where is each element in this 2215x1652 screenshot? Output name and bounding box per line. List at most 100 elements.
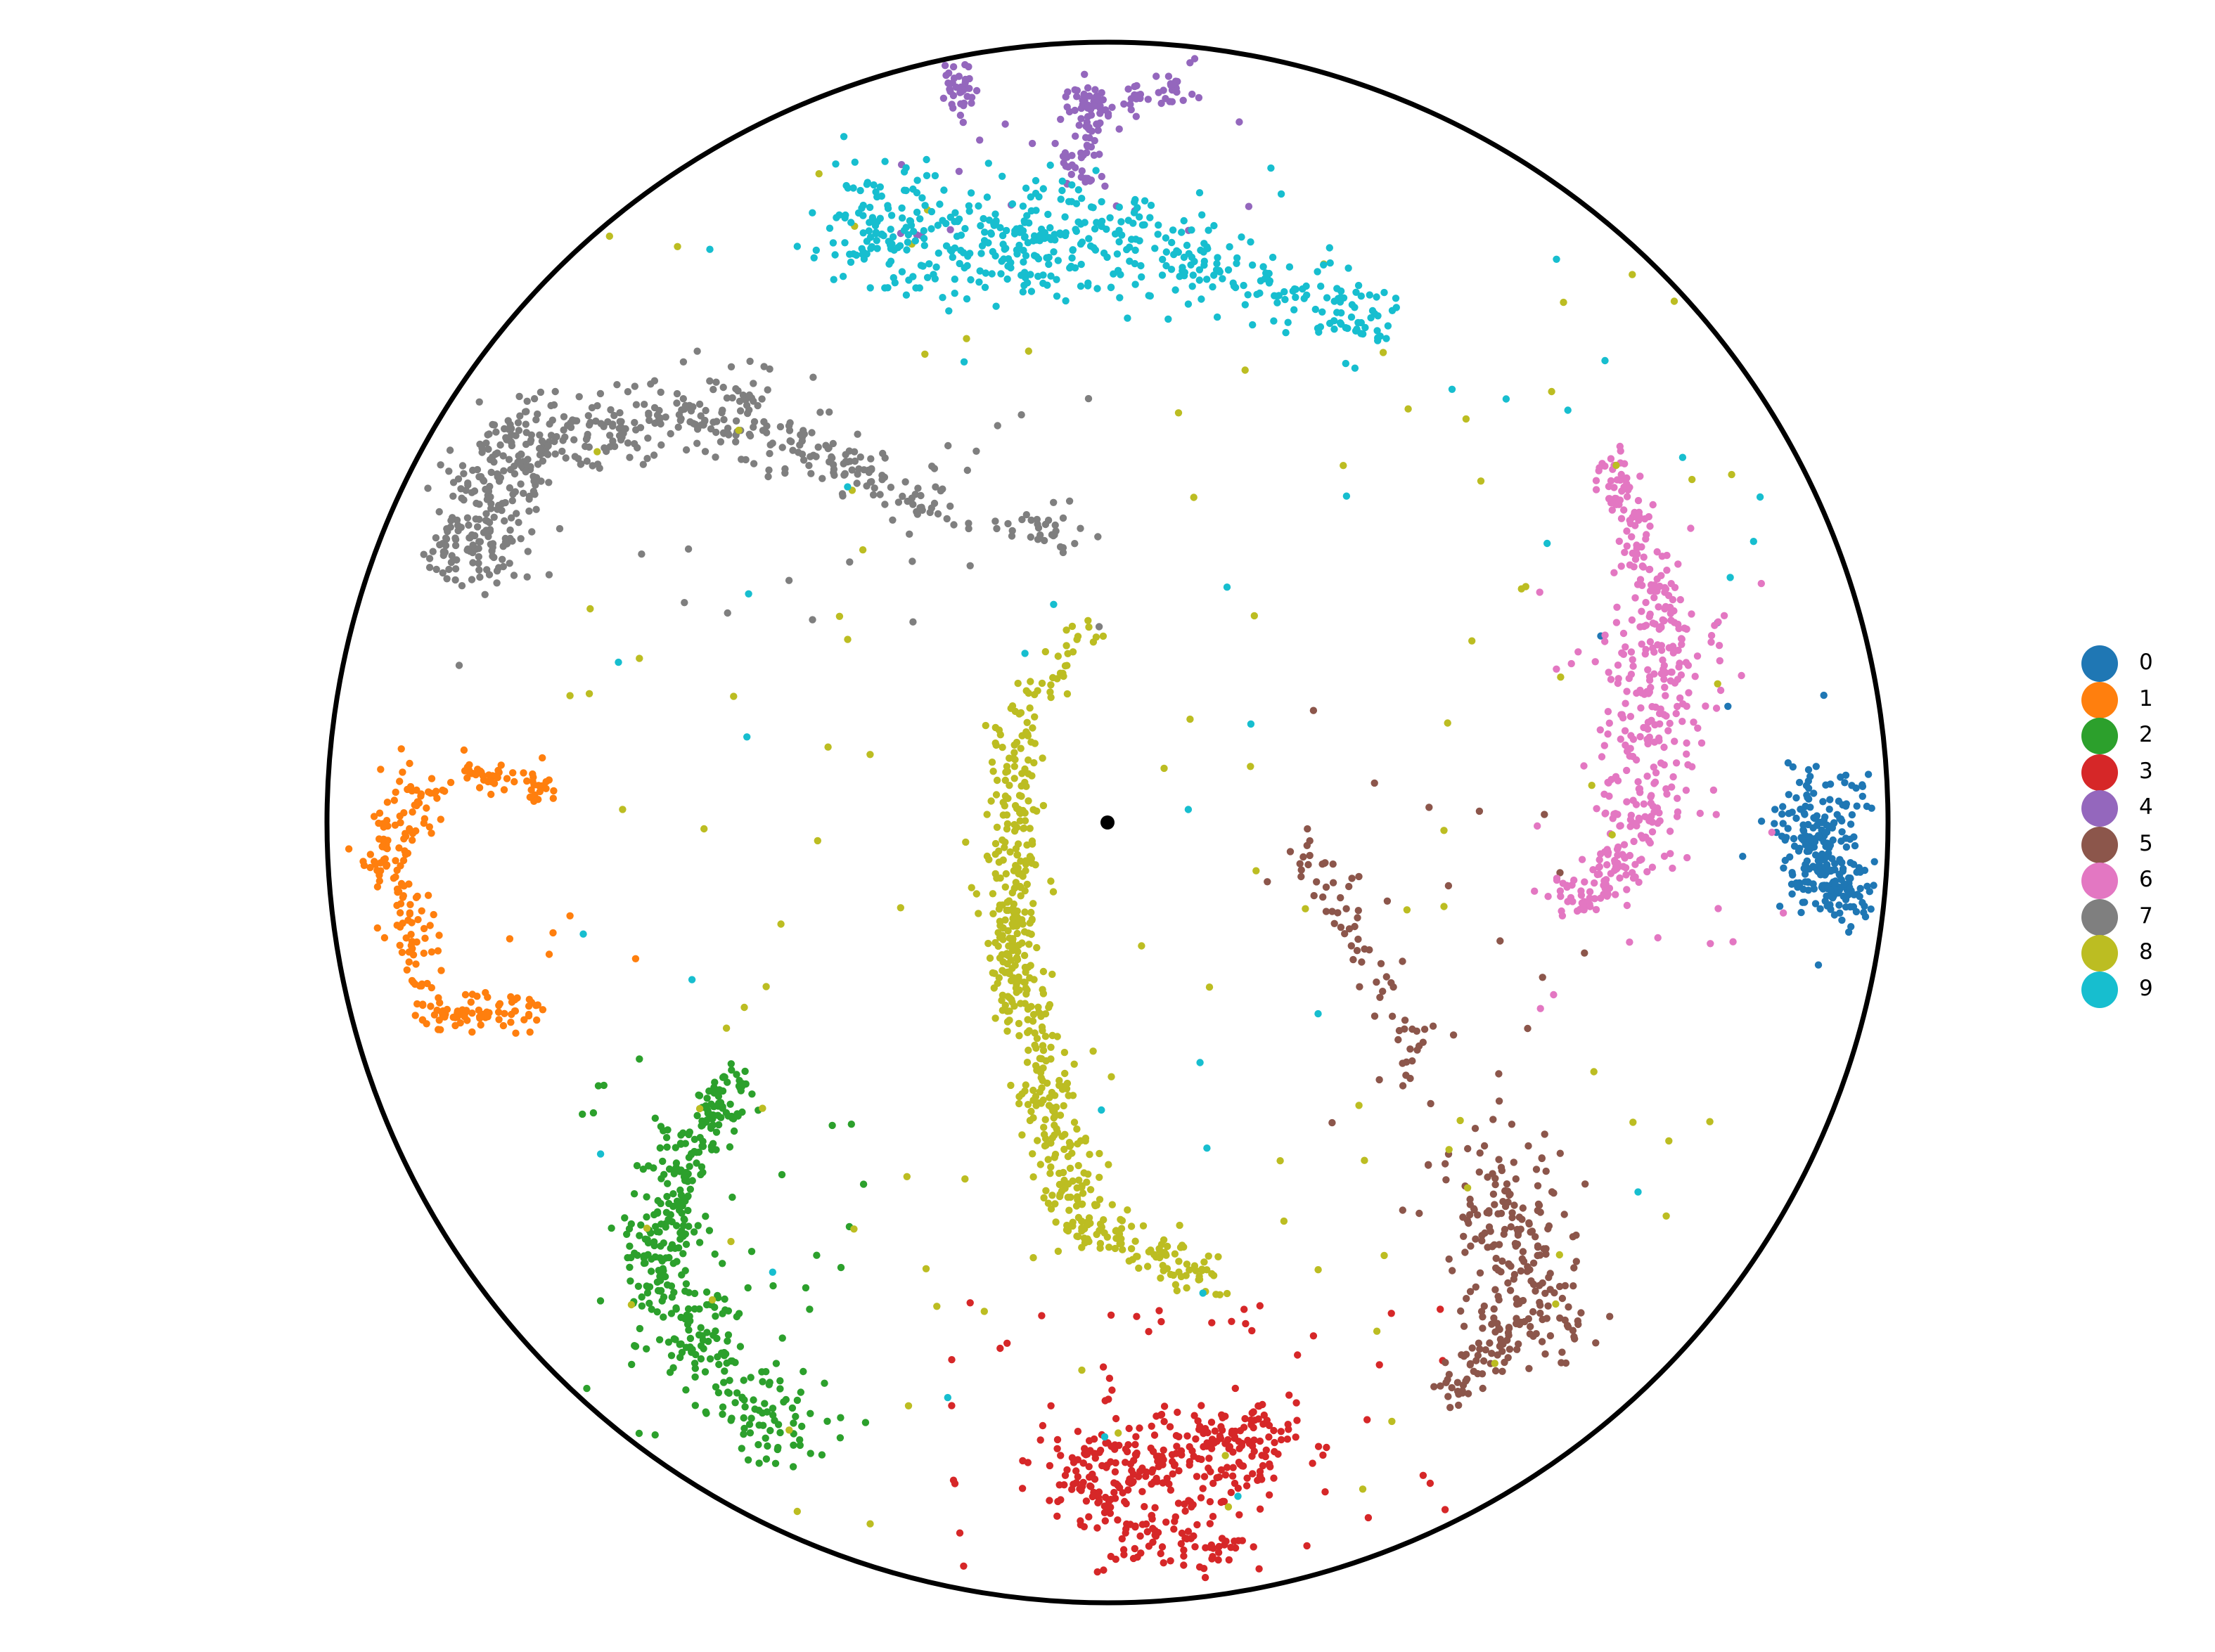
point-series-6 — [1702, 702, 1709, 710]
point-series-9 — [1047, 272, 1055, 280]
point-series-2 — [721, 1306, 729, 1314]
point-series-2 — [730, 1127, 738, 1135]
point-series-8 — [989, 969, 997, 977]
point-series-8 — [1058, 1132, 1066, 1140]
point-series-9 — [878, 192, 886, 200]
point-series-5 — [1415, 1209, 1423, 1218]
point-series-8 — [1174, 409, 1183, 417]
point-series-4 — [1091, 102, 1098, 110]
point-series-6 — [1648, 828, 1657, 836]
point-series-9 — [1282, 329, 1290, 337]
point-series-2 — [769, 1411, 777, 1419]
point-series-0 — [1826, 796, 1834, 804]
point-series-7 — [534, 410, 541, 418]
point-series-1 — [420, 819, 428, 827]
point-series-4 — [1092, 93, 1100, 101]
series-8 — [566, 170, 1735, 1528]
point-series-7 — [567, 419, 574, 427]
point-series-1 — [406, 910, 413, 918]
point-series-8 — [993, 875, 1001, 882]
point-series-2 — [726, 1143, 734, 1151]
point-series-0 — [1797, 908, 1805, 917]
point-series-2 — [644, 1283, 652, 1291]
point-series-6 — [1668, 669, 1676, 676]
point-series-6 — [1697, 739, 1706, 747]
point-series-4 — [949, 104, 957, 112]
point-series-9 — [920, 242, 929, 250]
point-series-8 — [1073, 1125, 1081, 1133]
point-series-1 — [430, 1011, 439, 1019]
point-series-7 — [472, 515, 480, 523]
point-series-7 — [909, 557, 916, 565]
point-series-7 — [750, 418, 759, 426]
point-series-2 — [640, 1252, 648, 1260]
point-series-4 — [1078, 167, 1086, 175]
point-series-6 — [1669, 773, 1677, 781]
point-series-8 — [1124, 1206, 1131, 1214]
point-series-8 — [1021, 809, 1029, 817]
point-series-5 — [1539, 1315, 1546, 1324]
point-series-8 — [844, 635, 852, 643]
point-series-9 — [851, 158, 859, 166]
point-series-9 — [1164, 315, 1172, 323]
point-series-2 — [684, 1305, 693, 1313]
point-series-8 — [1223, 1289, 1231, 1298]
point-series-7 — [478, 449, 486, 456]
point-series-3 — [1136, 1424, 1143, 1432]
point-series-9 — [1027, 288, 1036, 295]
point-series-9 — [1062, 297, 1070, 305]
point-series-9 — [1085, 235, 1093, 243]
point-series-1 — [373, 883, 382, 891]
point-series-7 — [1034, 520, 1041, 528]
point-series-8 — [1115, 1429, 1122, 1437]
point-series-8 — [1221, 1452, 1229, 1459]
point-series-4 — [1245, 202, 1253, 210]
point-series-4 — [939, 94, 948, 102]
point-series-2 — [639, 1166, 647, 1173]
point-series-1 — [409, 837, 416, 844]
point-series-9 — [863, 181, 871, 188]
point-series-1 — [536, 787, 544, 796]
point-series-7 — [702, 406, 710, 415]
point-series-2 — [724, 1388, 732, 1396]
point-series-7 — [475, 473, 483, 481]
point-series-9 — [949, 253, 957, 262]
point-series-5 — [1329, 879, 1337, 886]
point-series-9 — [1354, 318, 1362, 327]
point-series-7 — [490, 513, 498, 521]
point-series-7 — [693, 347, 701, 355]
point-series-9 — [1198, 295, 1205, 303]
point-series-0 — [1863, 882, 1871, 891]
point-series-9 — [944, 1393, 952, 1402]
point-series-9 — [876, 183, 885, 191]
point-series-6 — [1629, 796, 1637, 804]
point-series-5 — [1565, 1303, 1572, 1311]
point-series-8 — [1175, 1258, 1183, 1265]
point-series-9 — [1139, 221, 1148, 229]
point-series-3 — [1170, 1525, 1178, 1533]
point-series-2 — [728, 1357, 736, 1365]
point-series-5 — [1546, 1332, 1555, 1340]
point-series-3 — [1198, 1402, 1205, 1409]
point-series-8 — [921, 350, 929, 358]
point-series-9 — [859, 212, 867, 219]
point-series-5 — [1519, 1204, 1527, 1212]
point-series-8 — [1031, 1029, 1039, 1037]
point-series-6 — [1691, 673, 1699, 680]
point-series-8 — [1163, 1242, 1171, 1251]
point-series-7 — [700, 421, 707, 429]
legend-item-4: 4 — [2081, 790, 2194, 827]
point-series-8 — [1046, 1094, 1053, 1102]
point-series-7 — [468, 531, 476, 539]
point-series-9 — [1384, 322, 1392, 330]
point-series-2 — [626, 1263, 634, 1272]
point-series-3 — [1261, 1452, 1269, 1461]
point-series-9 — [1068, 181, 1076, 189]
point-series-9 — [745, 590, 752, 598]
point-series-7 — [807, 470, 815, 477]
point-series-8 — [1160, 1236, 1168, 1244]
point-series-6 — [1597, 894, 1605, 902]
point-series-9 — [1072, 226, 1079, 233]
point-series-5 — [1445, 1255, 1453, 1263]
point-series-3 — [1229, 1464, 1237, 1471]
